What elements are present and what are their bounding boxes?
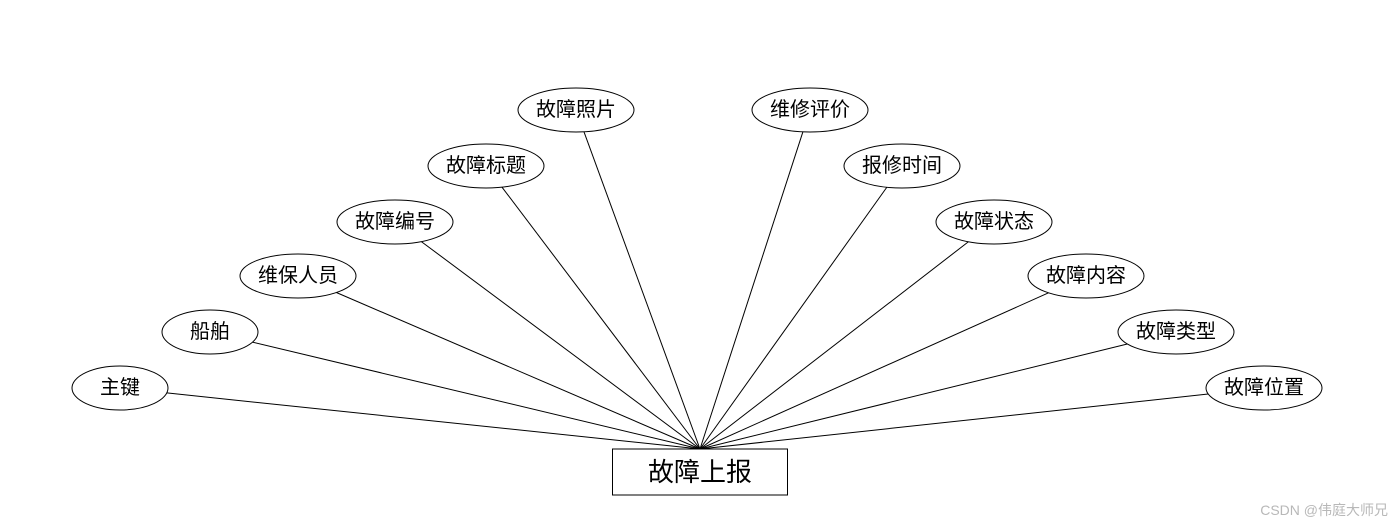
edge xyxy=(700,132,803,449)
attribute-label: 主键 xyxy=(100,376,140,399)
attribute-label: 故障状态 xyxy=(954,210,1034,233)
edge xyxy=(421,242,700,449)
center-entity-label: 故障上报 xyxy=(648,457,752,487)
edge xyxy=(700,293,1049,449)
edge xyxy=(336,293,700,449)
edge xyxy=(700,242,968,449)
edge xyxy=(167,393,700,449)
attribute-label: 维保人员 xyxy=(258,264,338,287)
fan-diagram: 主键 船舶 维保人员 故障编号 故障标题 故障照片 维修评价报修时间故障状态故障内容故障类型… xyxy=(0,0,1400,528)
attribute-label: 故障内容 xyxy=(1046,264,1126,287)
edge xyxy=(502,187,700,449)
attribute-label: 故障位置 xyxy=(1224,376,1304,399)
attribute-label: 船舶 xyxy=(190,320,230,343)
edge xyxy=(584,132,700,449)
attribute-label: 报修时间 xyxy=(862,154,942,177)
attribute-label: 故障编号 xyxy=(355,210,435,233)
attribute-label: 故障照片 xyxy=(536,98,616,121)
edge xyxy=(700,394,1208,449)
attribute-label: 故障标题 xyxy=(446,154,526,177)
attribute-label: 故障类型 xyxy=(1136,320,1216,343)
edge xyxy=(253,342,700,449)
watermark-text: CSDN @伟庭大师兄 xyxy=(1260,500,1388,520)
attribute-label: 维修评价 xyxy=(770,98,850,121)
